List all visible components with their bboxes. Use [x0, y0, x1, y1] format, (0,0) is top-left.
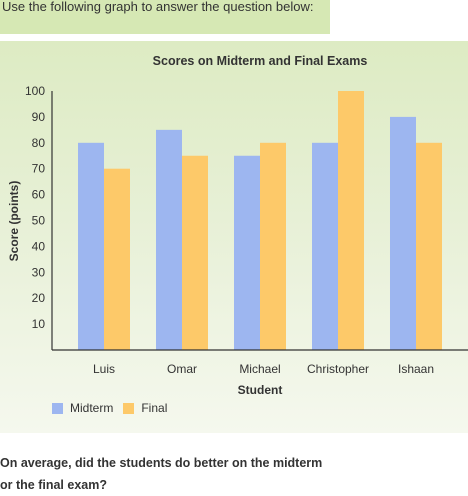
question-text: On average, did the students do better o…	[0, 456, 323, 492]
legend-swatch-final	[123, 402, 135, 414]
y-tick-label: 100	[25, 84, 45, 98]
chart-title: Scores on Midterm and Final Exams	[153, 54, 368, 68]
legend-swatch-midterm	[52, 402, 63, 414]
bar-final-christopher	[338, 91, 364, 350]
y-tick-label: 20	[32, 291, 46, 305]
bar-midterm-ishaan	[390, 116, 416, 351]
legend-item-midterm: Midterm	[52, 401, 113, 415]
legend-label-midterm: Midterm	[70, 401, 114, 415]
legend-label-final: Final	[141, 401, 168, 415]
y-tick-label: 50	[32, 214, 46, 228]
x-tick-label: Omar	[167, 362, 197, 376]
x-tick-label: Luis	[93, 362, 115, 376]
legend: Midterm Final	[52, 401, 177, 415]
bar-final-ishaan	[416, 142, 442, 350]
y-tick-label: 70	[32, 162, 46, 176]
x-tick-label: Michael	[239, 362, 280, 376]
bar-chart: Scores on Midterm and Final Exams 10 20 30…	[7, 54, 468, 397]
y-tick-label: 40	[32, 239, 46, 253]
bar-midterm-luis	[78, 142, 104, 350]
y-tick-label: 10	[32, 317, 46, 331]
x-tick-label: Christopher	[307, 362, 369, 376]
y-tick-label: 30	[32, 265, 46, 279]
x-axis-title: Student	[238, 383, 283, 397]
x-tick-label: Ishaan	[398, 362, 434, 376]
bar-final-michael	[260, 142, 286, 350]
y-tick-label: 60	[32, 188, 46, 202]
y-tick-label: 90	[32, 110, 46, 124]
y-tick-label: 80	[32, 136, 46, 150]
bar-midterm-omar	[156, 129, 182, 350]
bar-final-omar	[182, 155, 208, 350]
bar-midterm-michael	[234, 155, 260, 350]
bars-group	[78, 91, 442, 351]
y-axis-ticks: 10 20 30 40 50 60 70 80 90 100	[25, 84, 45, 331]
bar-midterm-christopher	[312, 142, 338, 350]
x-axis-ticks: Luis Omar Michael Christopher Ishaan	[93, 362, 434, 376]
instruction-text: Use the following graph to answer the qu…	[0, 0, 330, 34]
bar-final-luis	[104, 168, 130, 350]
y-axis-title: Score (points)	[7, 181, 21, 262]
legend-item-final: Final	[123, 401, 167, 415]
chart-panel: Scores on Midterm and Final Exams 10 20 30…	[0, 41, 468, 433]
